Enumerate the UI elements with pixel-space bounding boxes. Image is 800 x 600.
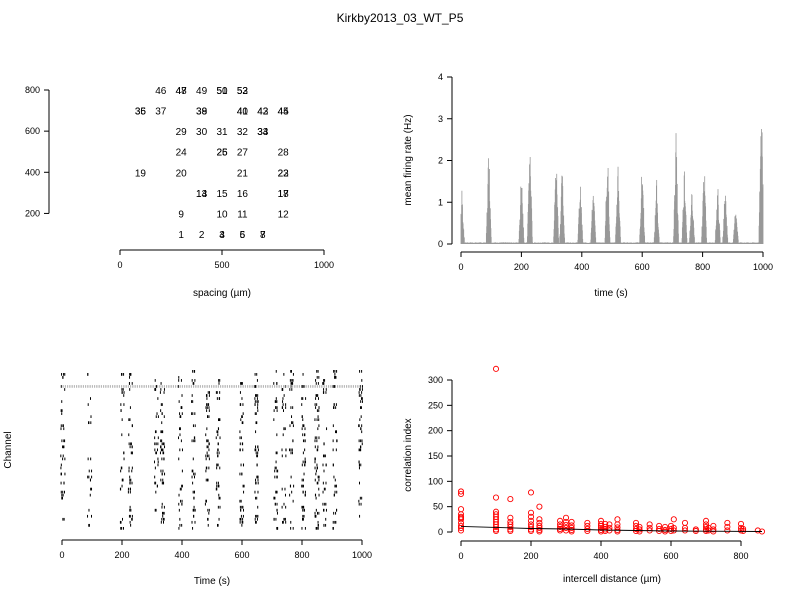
corr-x-tick-label: 0 (458, 551, 463, 561)
corr-y-tick-label: 100 (428, 476, 443, 486)
corr-y-tick-label: 200 (428, 426, 443, 436)
rate-y-tick-label: 2 (438, 156, 443, 166)
electrode-label: 14 (196, 189, 208, 200)
electrode-label: 48 (176, 86, 188, 97)
raster-x-tick-label: 1000 (352, 550, 372, 560)
layout-x-tick-label: 1000 (314, 260, 334, 270)
figure-title: Kirkby2013_03_WT_P5 (337, 11, 464, 25)
electrode-label: 37 (155, 107, 167, 118)
rate-y-tick-label: 4 (438, 72, 443, 82)
electrode-label: 11 (237, 209, 248, 220)
figure: Kirkby2013_03_WT_P5 0 500 1000 20040060080… (0, 0, 800, 600)
raster-x-tick-label: 600 (234, 550, 249, 560)
electrode-label: 8 (260, 230, 266, 241)
electrode-label: 30 (196, 127, 208, 138)
rate-xlabel: time (s) (594, 288, 627, 299)
rate-x-tick-label: 400 (574, 262, 589, 272)
electrode-label: 15 (216, 189, 228, 200)
figure-background (0, 0, 800, 600)
corr-ylabel: correlation index (403, 418, 414, 491)
electrode-label: 1 (178, 230, 184, 241)
electrode-label: 53 (237, 86, 249, 97)
raster-x-tick-label: 200 (114, 550, 129, 560)
rate-x-tick-label: 200 (514, 262, 529, 272)
layout-x-tick-label: 500 (214, 260, 229, 270)
corr-x-tick-label: 400 (593, 551, 608, 561)
rate-x-tick-label: 1000 (753, 262, 773, 272)
layout-y-tick-label: 400 (25, 167, 40, 177)
electrode-label: 6 (240, 230, 246, 241)
corr-xlabel: intercell distance (µm) (563, 574, 661, 585)
raster-ylabel: Channel (3, 431, 14, 468)
electrode-label: 41 (237, 107, 249, 118)
corr-y-tick-label: 250 (428, 400, 443, 410)
rate-x-tick-label: 600 (635, 262, 650, 272)
corr-x-tick-label: 600 (663, 551, 678, 561)
electrode-label: 39 (196, 107, 208, 118)
layout-xlabel: spacing (µm) (193, 288, 251, 299)
corr-y-tick-label: 300 (428, 375, 443, 385)
rate-y-tick-label: 0 (438, 239, 443, 249)
corr-y-tick-label: 0 (438, 527, 443, 537)
electrode-label: 4 (219, 230, 225, 241)
layout-y-tick-label: 200 (25, 208, 40, 218)
electrode-label: 45 (278, 107, 290, 118)
corr-y-tick-label: 150 (428, 451, 443, 461)
electrode-label: 19 (135, 168, 147, 179)
electrode-label: 27 (237, 148, 249, 159)
corr-x-tick-label: 800 (733, 551, 748, 561)
layout-y-tick-label: 800 (25, 85, 40, 95)
layout-y-tick-label: 600 (25, 126, 40, 136)
electrode-label: 31 (216, 127, 228, 138)
raster-x-tick-label: 0 (59, 550, 64, 560)
corr-x-tick-label: 200 (523, 551, 538, 561)
electrode-label: 49 (196, 86, 208, 97)
raster-xlabel: Time (s) (194, 576, 230, 587)
electrode-label: 32 (237, 127, 249, 138)
raster-x-tick-label: 400 (174, 550, 189, 560)
electrode-label: 9 (178, 209, 184, 220)
electrode-label: 43 (257, 107, 269, 118)
layout-x-tick-label: 0 (117, 260, 122, 270)
electrode-label: 51 (216, 86, 228, 97)
electrode-label: 36 (135, 107, 147, 118)
rate-x-tick-label: 0 (458, 262, 463, 272)
electrode-label: 29 (176, 127, 188, 138)
electrode-label: 26 (216, 148, 228, 159)
rate-x-tick-label: 800 (695, 262, 710, 272)
electrode-label: 12 (278, 209, 290, 220)
electrode-label: 34 (257, 127, 269, 138)
electrode-label: 10 (216, 209, 228, 220)
electrode-label: 21 (237, 168, 249, 179)
electrode-label: 16 (237, 189, 249, 200)
corr-y-tick-label: 50 (433, 502, 443, 512)
electrode-label: 20 (176, 168, 188, 179)
rate-y-tick-label: 3 (438, 114, 443, 124)
rate-ylabel: mean firing rate (Hz) (403, 114, 414, 205)
rate-y-tick-label: 1 (438, 197, 443, 207)
electrode-label: 23 (278, 168, 290, 179)
electrode-label: 18 (278, 189, 290, 200)
raster-x-tick-label: 800 (294, 550, 309, 560)
electrode-label: 28 (278, 148, 290, 159)
electrode-label: 2 (199, 230, 205, 241)
electrode-label: 46 (155, 86, 167, 97)
electrode-label: 24 (176, 148, 188, 159)
